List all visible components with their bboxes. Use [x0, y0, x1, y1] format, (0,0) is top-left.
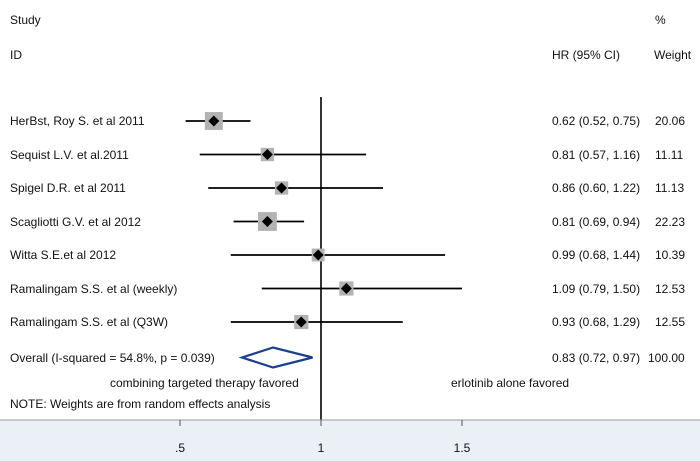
- study-id: HerBst, Roy S. et al 2011: [10, 114, 145, 128]
- x-tick-label: 1: [318, 441, 325, 455]
- overall-diamond: [238, 346, 313, 369]
- hr-ci-value: 0.86 (0.60, 1.22): [552, 181, 641, 195]
- weight-value: 20.06: [655, 114, 686, 128]
- hr-ci-value: 1.09 (0.79, 1.50): [552, 281, 641, 296]
- hr-ci-value: 0.93 (0.68, 1.29): [552, 315, 641, 329]
- percent-header: %: [655, 13, 666, 27]
- overall-weight-value: 100.00: [648, 350, 685, 365]
- study-id: Ramalingam S.S. et al (Q3W): [10, 315, 169, 329]
- hr-ci-value: 0.81 (0.57, 1.16): [552, 147, 641, 162]
- weight-value: 11.11: [655, 147, 684, 162]
- hr-ci-value: 0.62 (0.52, 0.75): [552, 114, 641, 128]
- id-header: ID: [10, 48, 22, 62]
- point-estimate: [208, 115, 220, 127]
- study-id: Spigel D.R. et al 2011: [10, 181, 126, 195]
- axis-band: [0, 420, 700, 461]
- random-effects-note: NOTE: Weights are from random effects an…: [10, 397, 271, 411]
- hr-header: HR (95% CI): [552, 48, 621, 62]
- hr-ci-value: 0.99 (0.68, 1.44): [552, 248, 641, 262]
- point-estimate: [276, 182, 288, 194]
- weight-value: 12.53: [655, 281, 686, 296]
- weight-value: 11.13: [655, 181, 685, 195]
- weight-value: 10.39: [655, 248, 686, 262]
- study-id: Ramalingam S.S. et al (weekly): [10, 281, 178, 296]
- x-tick-label: 1.5: [454, 441, 471, 455]
- point-estimate: [295, 316, 307, 328]
- point-estimate: [261, 149, 273, 160]
- point-estimate: [312, 249, 324, 261]
- point-estimate: [340, 283, 352, 294]
- study-id: Scagliotti G.V. et al 2012: [10, 214, 141, 229]
- favored-left-label: combining targeted therapy favored: [110, 376, 299, 390]
- point-estimate: [261, 216, 273, 227]
- hr-ci-value: 0.81 (0.69, 0.94): [552, 214, 641, 229]
- weight-value: 22.23: [655, 214, 686, 229]
- weight-value: 12.55: [655, 315, 686, 329]
- overall-hr-ci-value: 0.83 (0.72, 0.97): [552, 350, 641, 365]
- overall-label: Overall (I-squared = 54.8%, p = 0.039): [10, 350, 215, 365]
- study-id: Sequist L.V. et al.2011: [10, 147, 129, 162]
- study-id: Witta S.E.et al 2012: [10, 248, 117, 262]
- x-tick-label: .5: [175, 441, 185, 455]
- weight-header: Weight: [654, 48, 692, 62]
- favored-right-label: erlotinib alone favored: [451, 376, 570, 390]
- study-header: Study: [10, 13, 41, 27]
